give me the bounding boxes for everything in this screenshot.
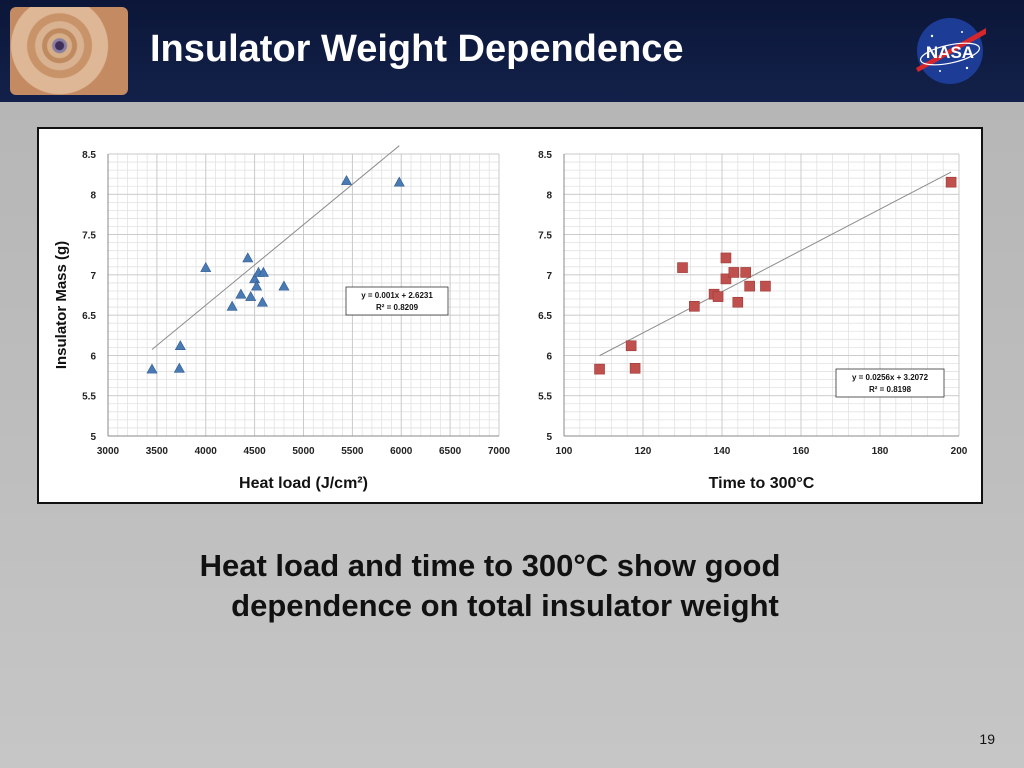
x-axis-label: Time to 300°C xyxy=(709,475,815,492)
trendline-r2: R² = 0.8209 xyxy=(376,303,419,312)
slide-header: Insulator Weight Dependence NASA xyxy=(0,0,1024,102)
x-tick-label: 180 xyxy=(872,446,889,457)
y-tick-label: 7.5 xyxy=(82,231,96,242)
y-tick-label: 6.5 xyxy=(538,311,552,322)
charts-panel: 3000 3500 4000 4500 5000 5500 6000 6500 7000 5 5.5… xyxy=(37,127,983,504)
data-point xyxy=(278,280,290,291)
trendline-equation: y = 0.0256x + 3.2072 xyxy=(852,373,929,382)
insulator-photo-logo xyxy=(10,7,128,95)
data-point xyxy=(146,363,158,374)
trendline-equation: y = 0.001x + 2.6231 xyxy=(361,291,433,300)
data-point xyxy=(740,267,752,278)
y-tick-label: 8.5 xyxy=(82,150,96,161)
y-tick-label: 7 xyxy=(546,271,552,282)
y-tick-label: 7.5 xyxy=(538,231,552,242)
x-tick-label: 6500 xyxy=(439,446,462,457)
x-tick-label: 140 xyxy=(714,446,731,457)
x-tick-label: 5500 xyxy=(341,446,364,457)
x-tick-label: 120 xyxy=(635,446,652,457)
x-tick-label: 5000 xyxy=(292,446,315,457)
data-point xyxy=(728,267,740,278)
caption-line-2: dependence on total insulator weight xyxy=(231,588,779,623)
data-point xyxy=(226,300,238,311)
page-number: 19 xyxy=(979,731,995,747)
y-tick-label: 6 xyxy=(546,351,552,362)
x-tick-label: 100 xyxy=(556,446,573,457)
trendline xyxy=(151,145,400,350)
data-point xyxy=(174,340,186,351)
data-point xyxy=(200,261,212,272)
x-tick-label: 7000 xyxy=(488,446,511,457)
y-tick-label: 8 xyxy=(90,190,96,201)
y-tick-label: 8.5 xyxy=(538,150,552,161)
x-tick-label: 4000 xyxy=(195,446,218,457)
data-point xyxy=(251,280,263,291)
slide-title: Insulator Weight Dependence xyxy=(150,28,684,70)
x-tick-label: 160 xyxy=(793,446,810,457)
data-point xyxy=(689,300,700,312)
data-point xyxy=(720,273,732,285)
y-tick-label: 5.5 xyxy=(82,392,96,403)
data-point xyxy=(341,174,353,185)
y-tick-label: 8 xyxy=(546,190,552,201)
equation-box xyxy=(345,286,449,316)
y-tick-label: 7 xyxy=(90,271,96,282)
equation-box xyxy=(835,368,945,398)
data-point xyxy=(256,296,268,307)
caption-line-1: Heat load and time to 300°C show good xyxy=(199,548,781,583)
heat-load-chart: 3000 3500 4000 4500 5000 5500 6000 6500 7000 5 5.5… xyxy=(53,145,511,492)
x-tick-label: 3500 xyxy=(146,446,169,457)
data-point xyxy=(760,280,771,292)
data-point xyxy=(173,362,185,373)
y-tick-label: 5.5 xyxy=(538,392,552,403)
x-tick-label: 200 xyxy=(951,446,968,457)
time-to-300c-chart: 100 120 140 160 180 200 5 5.5 6 6.5 7 7.5 8 8.5 y = 0.… xyxy=(538,150,968,492)
data-point xyxy=(245,290,257,301)
grid xyxy=(107,153,500,437)
data-point xyxy=(257,266,269,277)
y-tick-label: 6.5 xyxy=(82,311,96,322)
data-point xyxy=(720,252,732,264)
data-point xyxy=(744,280,755,292)
data-point xyxy=(677,262,688,273)
data-point xyxy=(594,363,605,375)
nasa-logo-text: NASA xyxy=(926,43,974,62)
nasa-meatball-logo: NASA xyxy=(916,18,986,84)
data-point xyxy=(235,288,247,299)
data-point xyxy=(945,176,957,188)
trendline xyxy=(599,171,952,357)
data-point xyxy=(242,252,254,263)
charts-svg: 3000 3500 4000 4500 5000 5500 6000 6500 7000 5 5.5… xyxy=(53,145,968,492)
trendline-r2: R² = 0.8198 xyxy=(869,385,912,394)
x-tick-label: 6000 xyxy=(390,446,413,457)
data-point xyxy=(712,291,724,302)
y-tick-label: 5 xyxy=(90,432,96,443)
slide-caption: Heat load and time to 300°C show good de… xyxy=(120,546,860,626)
data-point xyxy=(732,296,744,308)
data-point xyxy=(625,340,637,352)
y-tick-label: 5 xyxy=(546,432,552,443)
data-point xyxy=(629,363,641,374)
x-tick-label: 4500 xyxy=(244,446,267,457)
data-point xyxy=(249,273,261,284)
x-axis-label: Heat load (J/cm²) xyxy=(239,475,368,492)
x-tick-label: 3000 xyxy=(97,446,120,457)
y-axis-label: Insulator Mass (g) xyxy=(53,241,70,369)
data-point xyxy=(393,176,405,187)
y-tick-label: 6 xyxy=(90,351,96,362)
